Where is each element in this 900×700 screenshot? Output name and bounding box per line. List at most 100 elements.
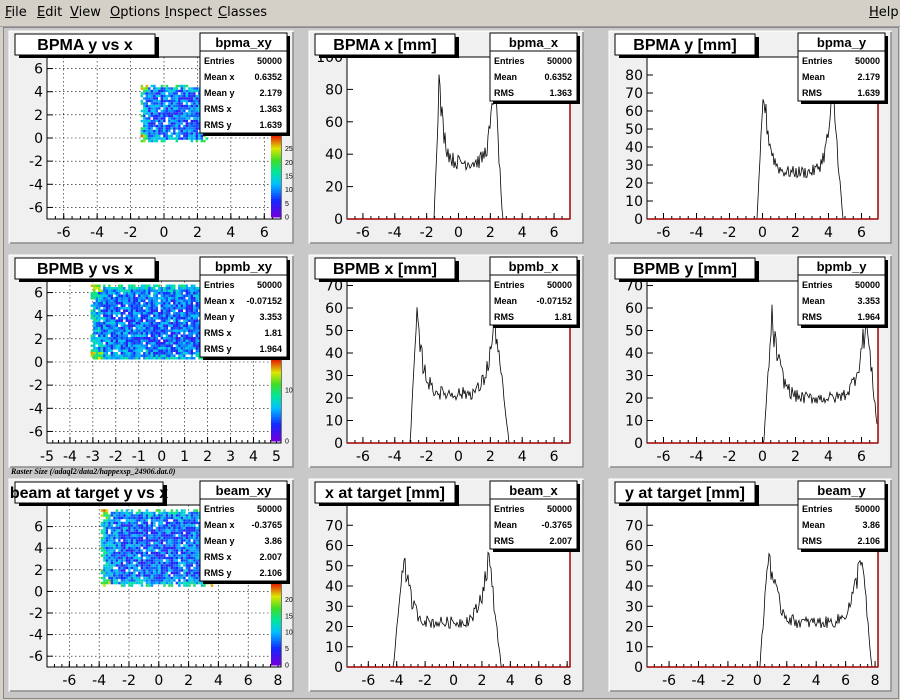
heatmap-cell [193, 92, 196, 95]
heatmap-cell [193, 289, 196, 292]
heatmap-cell [135, 554, 139, 557]
colorbar-step [271, 371, 281, 374]
menu-options[interactable]: Options [110, 5, 161, 20]
y-tick-label: 70 [325, 279, 343, 295]
stats-box [489, 32, 578, 102]
heatmap-cell [188, 534, 191, 537]
heatmap-cell [158, 544, 161, 547]
heatmap-cell [185, 574, 189, 577]
heatmap-cell [193, 539, 196, 542]
menu-edit[interactable]: Edit [37, 5, 63, 20]
stats-label: Entries [494, 504, 525, 514]
heatmap-cell [143, 314, 146, 317]
heatmap-cell [143, 322, 146, 325]
menu-inspect[interactable]: Inspect [165, 5, 213, 20]
y-tick-label: 10 [625, 640, 643, 656]
heatmap-cell [120, 287, 124, 290]
heatmap-cell [130, 344, 134, 347]
heatmap-cell [118, 516, 121, 520]
heatmap-cell [155, 549, 159, 552]
heatmap-cell [160, 576, 164, 580]
menu-classes[interactable]: Classes [218, 5, 267, 20]
heatmap-cell [168, 584, 171, 587]
heatmap-cell [115, 509, 119, 512]
heatmap-cell [158, 349, 161, 352]
menu-view[interactable]: View [70, 5, 101, 20]
heatmap-cell [148, 561, 151, 565]
heatmap-cell [118, 307, 121, 310]
heatmap-cell [180, 114, 184, 118]
colorbar-step [271, 143, 281, 146]
heatmap-cell [183, 287, 186, 290]
heatmap-cell [175, 87, 179, 90]
heatmap-cell [195, 307, 199, 310]
heatmap-cell [135, 559, 139, 562]
heatmap-cell [103, 564, 106, 567]
heatmap-cell [150, 354, 154, 357]
heatmap-cell [118, 342, 121, 345]
heatmap-cell [170, 114, 174, 118]
heatmap-cell [133, 561, 136, 565]
colorbar-step [271, 617, 281, 621]
heatmap-cell [140, 337, 144, 340]
heatmap-cell [123, 546, 126, 550]
heatmap-cell [193, 514, 196, 517]
x-tick-label: -2 [109, 449, 123, 465]
heatmap-cell [148, 354, 151, 357]
heatmap-cell [173, 334, 176, 337]
heatmap-cell [163, 357, 166, 360]
heatmap-cell [168, 354, 171, 357]
heatmap-cell [130, 309, 134, 312]
heatmap-cell [153, 344, 156, 347]
title-box [314, 33, 456, 56]
menu-help[interactable]: Help [869, 5, 899, 20]
heatmap-cell [183, 526, 186, 530]
heatmap-cell [145, 347, 149, 350]
heatmap-cell [198, 352, 201, 355]
heatmap-cell [153, 531, 156, 535]
heatmap-cell [185, 549, 189, 552]
y-tick-label: 70 [325, 518, 343, 534]
heatmap-cell [158, 304, 161, 307]
heatmap-cell [113, 337, 116, 340]
heatmap-cell [168, 289, 171, 292]
heatmap-cell [195, 514, 199, 517]
heatmap-cell [128, 287, 131, 290]
heatmap-cell [188, 99, 191, 103]
heatmap-cell [143, 332, 146, 335]
heatmap-cell [143, 531, 146, 535]
heatmap-cell [183, 541, 186, 545]
heatmap-cell [160, 312, 164, 315]
heatmap-cell [138, 534, 141, 537]
heatmap-cell [128, 546, 131, 550]
heatmap-cell [105, 539, 109, 542]
heatmap-cell [183, 334, 186, 337]
heatmap-cell [105, 529, 109, 532]
heatmap-cell [165, 294, 169, 297]
heatmap-cell [120, 352, 124, 355]
heatmap-cell [105, 347, 109, 350]
title-box [14, 257, 156, 280]
heatmap-cell [180, 102, 184, 105]
heatmap-cell [90, 317, 94, 320]
menu-file[interactable]: File [5, 5, 27, 20]
heatmap-cell [183, 574, 186, 577]
heatmap-cell [183, 329, 186, 332]
heatmap-cell [135, 556, 139, 560]
heatmap-cell [198, 519, 201, 522]
heatmap-cell [168, 89, 171, 93]
heatmap-cell [173, 294, 176, 297]
heatmap-cell [130, 546, 134, 550]
heatmap-cell [120, 327, 124, 330]
heatmap-cell [168, 94, 171, 98]
heatmap-cell [173, 576, 176, 580]
heatmap-cell [135, 354, 139, 357]
heatmap-cell [103, 509, 106, 512]
colorbar-step [271, 420, 281, 424]
root-canvas[interactable]: Raster Size (/adaql2/data2/happexsp_2490… [3, 27, 899, 699]
heatmap-cell [130, 559, 134, 562]
heatmap-cell [190, 94, 194, 98]
heatmap-cell [190, 317, 194, 320]
heatmap-cell [128, 297, 131, 300]
heatmap-cell [123, 297, 126, 300]
